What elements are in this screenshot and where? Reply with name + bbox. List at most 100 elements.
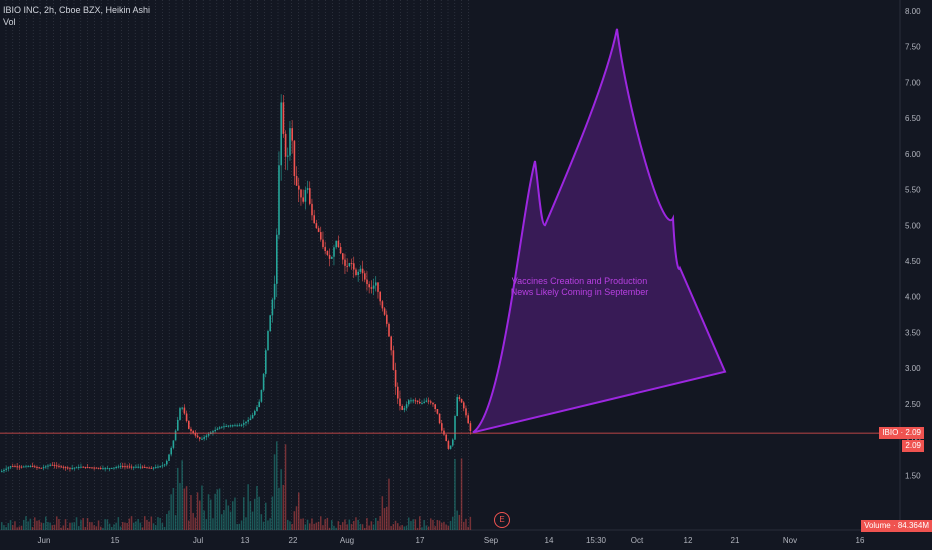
- candle-body: [23, 466, 25, 468]
- volume-bar: [399, 526, 401, 530]
- volume-bar: [238, 523, 241, 530]
- candle-body: [194, 433, 197, 436]
- volume-bar: [273, 454, 276, 530]
- volume-bar: [300, 518, 302, 530]
- candle-body: [328, 254, 331, 259]
- volume-bar: [47, 522, 49, 530]
- y-tick-label: 2.50: [905, 400, 921, 409]
- candle-body: [157, 466, 159, 468]
- volume-bar: [40, 522, 43, 530]
- candle-body: [152, 467, 155, 469]
- y-tick-label: 8.00: [905, 7, 921, 16]
- candle-body: [247, 420, 249, 422]
- candle-body: [284, 133, 287, 157]
- volume-bar: [456, 510, 458, 530]
- candle-body: [196, 435, 199, 438]
- candle-body: [115, 466, 117, 468]
- candle-body: [254, 411, 256, 415]
- x-tick-label: 12: [684, 536, 693, 545]
- candle-body: [240, 424, 243, 426]
- volume-bar: [225, 499, 227, 530]
- candle-body: [394, 369, 397, 387]
- volume-bar: [410, 521, 412, 530]
- volume-bar: [16, 527, 18, 530]
- candle-body: [111, 467, 113, 469]
- candle-body: [179, 408, 181, 420]
- candle-body: [69, 467, 71, 469]
- volume-bar: [276, 441, 278, 530]
- candle-body: [260, 389, 263, 402]
- candle-body: [390, 336, 392, 351]
- candle-body: [124, 466, 126, 468]
- x-tick-label: Oct: [631, 536, 644, 545]
- volume-bar: [31, 527, 34, 530]
- y-tick-label: 1.50: [905, 471, 921, 480]
- candle-body: [309, 188, 311, 204]
- volume-bar: [181, 460, 183, 530]
- candle-body: [377, 282, 379, 292]
- candle-body: [155, 467, 157, 469]
- volume-bar: [311, 518, 313, 530]
- candle-body: [397, 386, 399, 399]
- candle-body: [73, 467, 76, 469]
- volume-bar: [183, 488, 186, 530]
- candle-body: [249, 418, 252, 421]
- volume-bar: [7, 523, 10, 530]
- volume-bar: [170, 494, 172, 530]
- candle-body: [100, 467, 102, 469]
- volume-bar: [60, 527, 62, 530]
- candle-body: [86, 467, 89, 469]
- candle-body: [436, 409, 439, 414]
- earnings-event-icon[interactable]: E: [494, 512, 510, 528]
- volume-bar: [64, 519, 67, 530]
- y-tick-label: 4.50: [905, 257, 921, 266]
- candle-body: [56, 465, 58, 467]
- candle-body: [185, 413, 188, 422]
- candle-body: [267, 331, 269, 351]
- candle-body: [357, 271, 359, 276]
- volume-bar: [201, 485, 203, 530]
- volume-bar: [126, 523, 128, 530]
- volume-bar: [177, 467, 179, 530]
- volume-bar: [106, 519, 109, 530]
- volume-bar: [216, 489, 219, 530]
- volume-bar: [128, 518, 131, 530]
- candle-body: [31, 466, 34, 468]
- candle-body: [447, 441, 450, 449]
- volume-bar: [302, 518, 304, 530]
- candle-body: [102, 468, 104, 470]
- volume-bar: [368, 525, 370, 530]
- y-tick-label: 4.00: [905, 293, 921, 302]
- candle-body: [463, 402, 465, 409]
- candle-body: [256, 407, 258, 412]
- volume-bar: [315, 522, 318, 530]
- volume-bar: [75, 517, 78, 530]
- candle-body: [236, 425, 238, 427]
- volume-bar: [460, 458, 463, 530]
- volume-bar: [86, 518, 89, 530]
- volume-bar: [394, 520, 397, 530]
- candle-body: [119, 466, 122, 468]
- volume-bar: [432, 519, 434, 530]
- legend-symbol: IBIO INC, 2h, Cboe BZX, Heikin Ashi: [3, 5, 151, 15]
- volume-bar: [421, 527, 423, 530]
- candle-body: [75, 467, 78, 469]
- volume-bar: [122, 522, 124, 530]
- candle-body: [146, 467, 148, 469]
- candle-body: [137, 466, 139, 468]
- candle-body: [38, 467, 40, 469]
- candle-body: [7, 467, 10, 469]
- volume-bar: [240, 520, 243, 530]
- candle-body: [89, 467, 91, 469]
- candle-body: [458, 397, 461, 400]
- candle-body: [350, 263, 353, 265]
- volume-bar: [258, 496, 260, 530]
- volume-bar: [337, 521, 340, 530]
- candle-body: [229, 425, 232, 427]
- x-tick-label: Jun: [38, 536, 51, 545]
- candle-body: [113, 467, 115, 469]
- candle-body: [188, 421, 190, 429]
- volume-bar: [34, 517, 36, 530]
- volume-bar: [229, 511, 232, 530]
